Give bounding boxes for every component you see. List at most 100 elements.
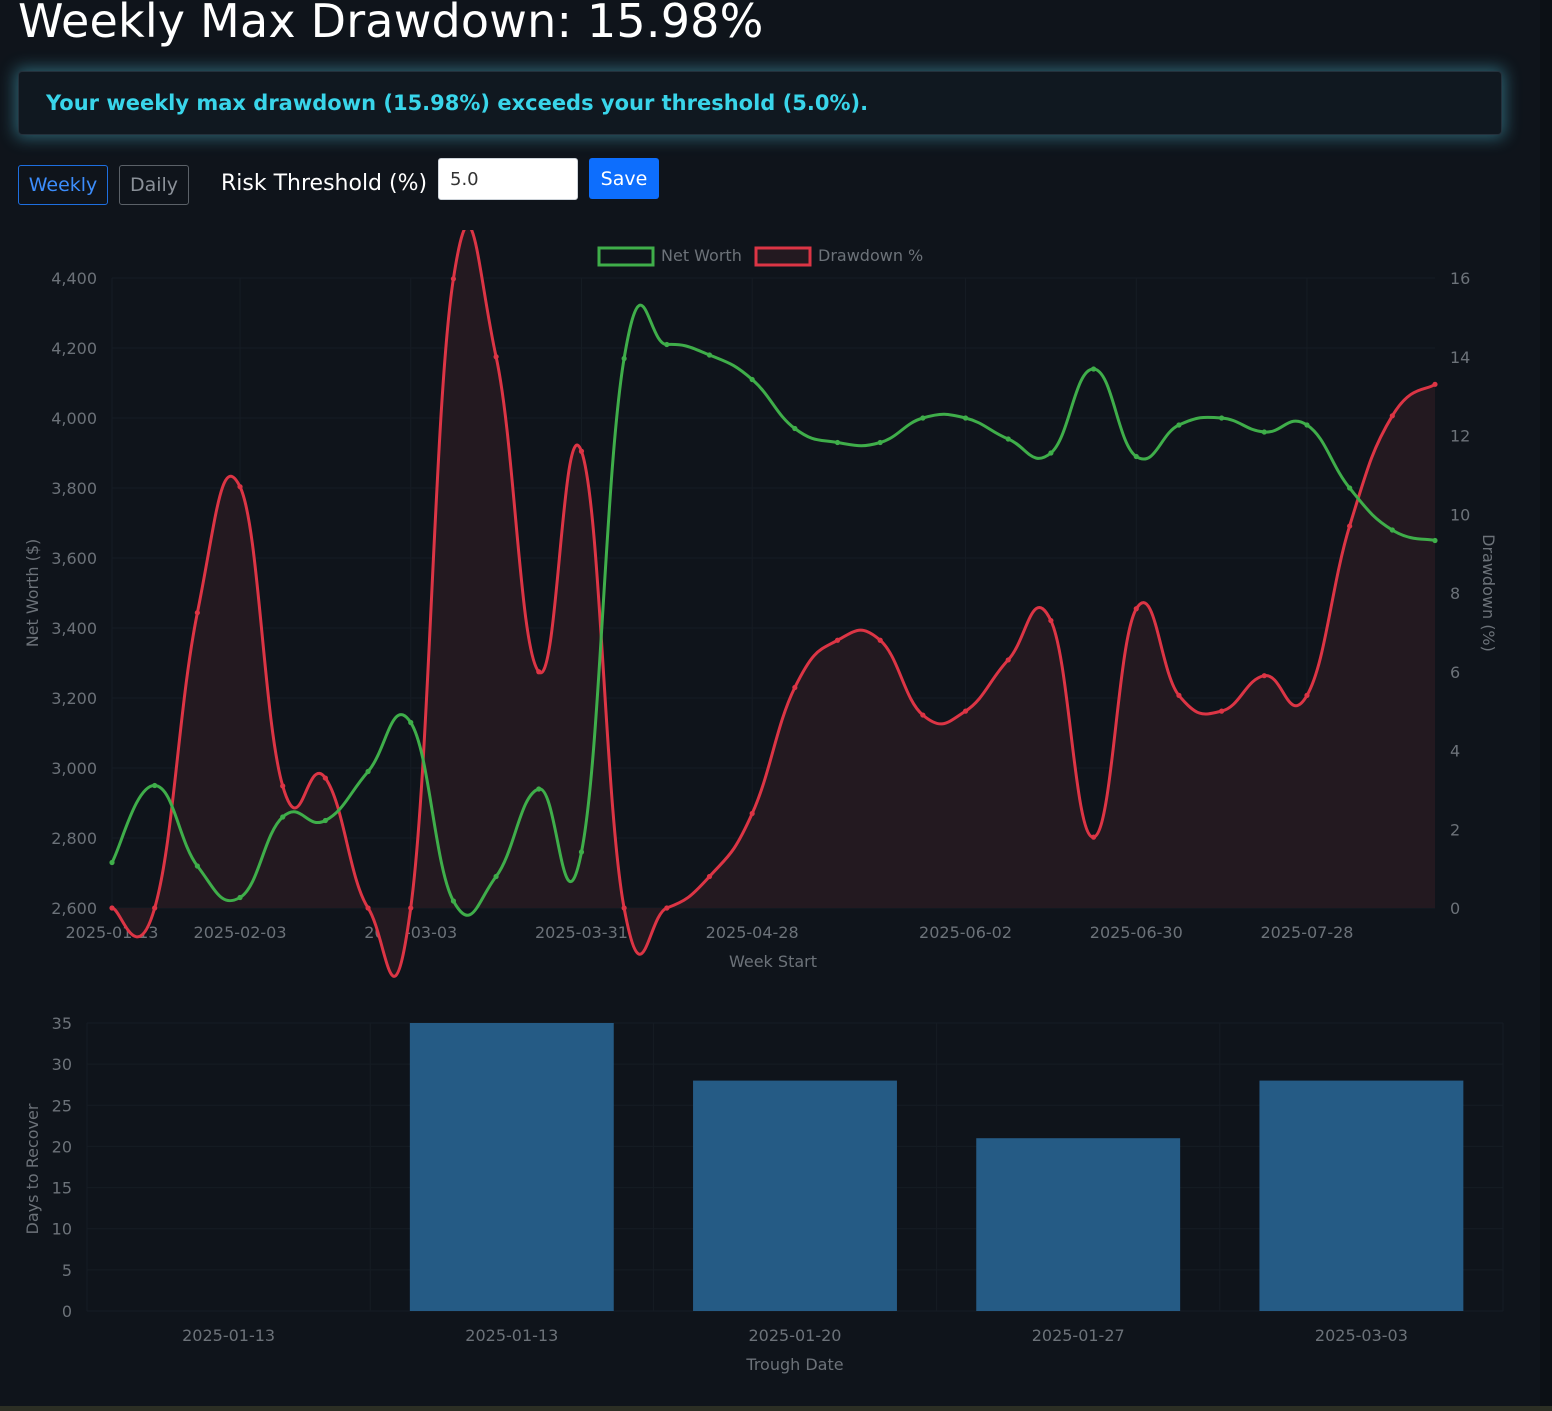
net-worth-point <box>1261 429 1267 435</box>
y-tick-label: 15 <box>52 1179 72 1198</box>
y-right-axis-title: Drawdown (%) <box>1479 534 1498 652</box>
net-worth-point <box>1133 453 1139 460</box>
net-worth-point <box>280 814 286 820</box>
net-worth-point <box>1432 537 1438 544</box>
daily-button[interactable]: Daily <box>119 165 189 205</box>
legend-swatch-net-worth <box>597 246 655 267</box>
recovery-bar <box>693 1080 897 1311</box>
drawdown-point <box>792 684 798 691</box>
net-worth-point <box>621 355 627 362</box>
drawdown-point <box>749 810 755 817</box>
x-axis-title: Week Start <box>729 952 817 971</box>
net-worth-point <box>1389 527 1395 533</box>
x-tick-label: 2025-01-20 <box>749 1326 842 1345</box>
legend-label-net-worth: Net Worth <box>661 246 742 265</box>
y-left-tick-label: 3,400 <box>51 619 97 638</box>
net-worth-point <box>365 768 371 775</box>
y-left-tick-label: 3,600 <box>51 549 97 568</box>
x-tick-label: 2025-06-02 <box>919 923 1012 942</box>
x-tick-label: 2025-04-28 <box>706 923 799 942</box>
recovery-days-chart: 0 5 10 15 20 25 30 35 2025-01-13 2025-01-13 2025-0… <box>23 1014 1504 1374</box>
risk-threshold-input[interactable] <box>438 158 578 200</box>
drawdown-alert: Your weekly max drawdown (15.98%) exceed… <box>18 71 1502 135</box>
net-worth-point <box>1176 422 1182 428</box>
y-left-tick-label: 4,000 <box>51 409 97 428</box>
weekly-button[interactable]: Weekly <box>18 165 108 205</box>
y-left-tick-label: 4,400 <box>51 269 97 288</box>
drawdown-point <box>1005 657 1011 663</box>
y-right-tick-label: 2 <box>1450 820 1460 839</box>
drawdown-point <box>1176 692 1182 698</box>
drawdown-point <box>280 783 286 789</box>
drawdown-point <box>1304 692 1310 698</box>
drawdown-point <box>237 484 243 490</box>
drawdown-point <box>877 637 883 643</box>
net-worth-point <box>322 817 328 824</box>
x-tick-label: 2025-06-30 <box>1090 923 1183 942</box>
net-worth-point <box>664 341 670 348</box>
drawdown-point <box>1219 708 1225 714</box>
net-worth-point <box>920 415 926 421</box>
recovery-bar <box>976 1138 1181 1311</box>
net-worth-point <box>706 352 713 358</box>
drawdown-point <box>450 276 457 282</box>
drawdown-area <box>112 230 1435 977</box>
net-worth-point <box>1005 436 1011 442</box>
net-worth-point <box>194 863 200 869</box>
net-worth-point <box>877 439 883 446</box>
drawdown-point <box>1133 606 1139 612</box>
window-edge <box>1540 0 1552 1406</box>
y-right-tick-label: 10 <box>1450 505 1470 524</box>
drawdown-point <box>365 905 371 911</box>
drawdown-point <box>152 905 158 911</box>
net-worth-point <box>1304 422 1310 428</box>
page-title: Weekly Max Drawdown: 15.98% <box>18 0 764 48</box>
net-worth-point <box>237 894 243 901</box>
y-left-tick-label: 3,000 <box>51 759 97 778</box>
y-tick-label: 5 <box>62 1261 72 1280</box>
drawdown-point <box>1090 834 1097 840</box>
x-tick-label: 2025-03-31 <box>535 923 628 942</box>
net-worth-point <box>1048 450 1054 456</box>
drawdown-point <box>194 610 200 616</box>
drawdown-point <box>962 708 969 714</box>
drawdown-point <box>536 669 542 675</box>
drawdown-point <box>1347 523 1353 529</box>
y-right-tick-label: 8 <box>1450 584 1460 603</box>
net-worth-point <box>1347 485 1353 491</box>
risk-threshold-label: Risk Threshold (%) <box>221 171 428 196</box>
alert-text: Your weekly max drawdown (15.98%) exceed… <box>46 91 869 115</box>
recovery-bar <box>1259 1080 1464 1311</box>
y-right-tick-label: 14 <box>1450 348 1470 367</box>
y-left-tick-label: 3,800 <box>51 479 97 498</box>
recovery-bar <box>409 1023 614 1311</box>
x-axis-title: Trough Date <box>745 1355 843 1374</box>
drawdown-point <box>493 354 499 360</box>
drawdown-point <box>920 712 926 718</box>
legend-label-drawdown: Drawdown % <box>818 246 923 265</box>
y-tick-label: 10 <box>52 1220 72 1239</box>
y-left-tick-label: 3,200 <box>51 689 97 708</box>
net-worth-point <box>450 898 457 904</box>
x-tick-label: 2025-01-27 <box>1032 1326 1125 1345</box>
y-left-tick-label: 2,600 <box>51 899 97 918</box>
net-worth-point <box>962 415 969 421</box>
y-right-tick-label: 4 <box>1450 742 1460 761</box>
net-worth-point <box>792 425 798 432</box>
drawdown-point <box>1048 617 1054 624</box>
net-worth-drawdown-chart: 2,600 2,800 3,000 3,200 3,400 3,600 3,800 4,000… <box>23 230 1498 978</box>
y-tick-label: 30 <box>52 1055 72 1074</box>
y-tick-label: 0 <box>62 1302 72 1321</box>
net-worth-point <box>834 439 841 446</box>
net-worth-point <box>749 376 755 383</box>
save-button[interactable]: Save <box>589 158 659 199</box>
drawdown-point <box>408 905 414 911</box>
net-worth-point <box>408 719 414 726</box>
net-worth-point <box>152 782 158 789</box>
drawdown-point <box>322 775 328 781</box>
y-axis-title: Days to Recover <box>23 1103 42 1234</box>
y-right-tick-label: 6 <box>1450 663 1460 682</box>
drawdown-line <box>111 230 1436 978</box>
y-right-tick-label: 12 <box>1450 427 1470 446</box>
y-left-tick-label: 4,200 <box>51 339 97 358</box>
